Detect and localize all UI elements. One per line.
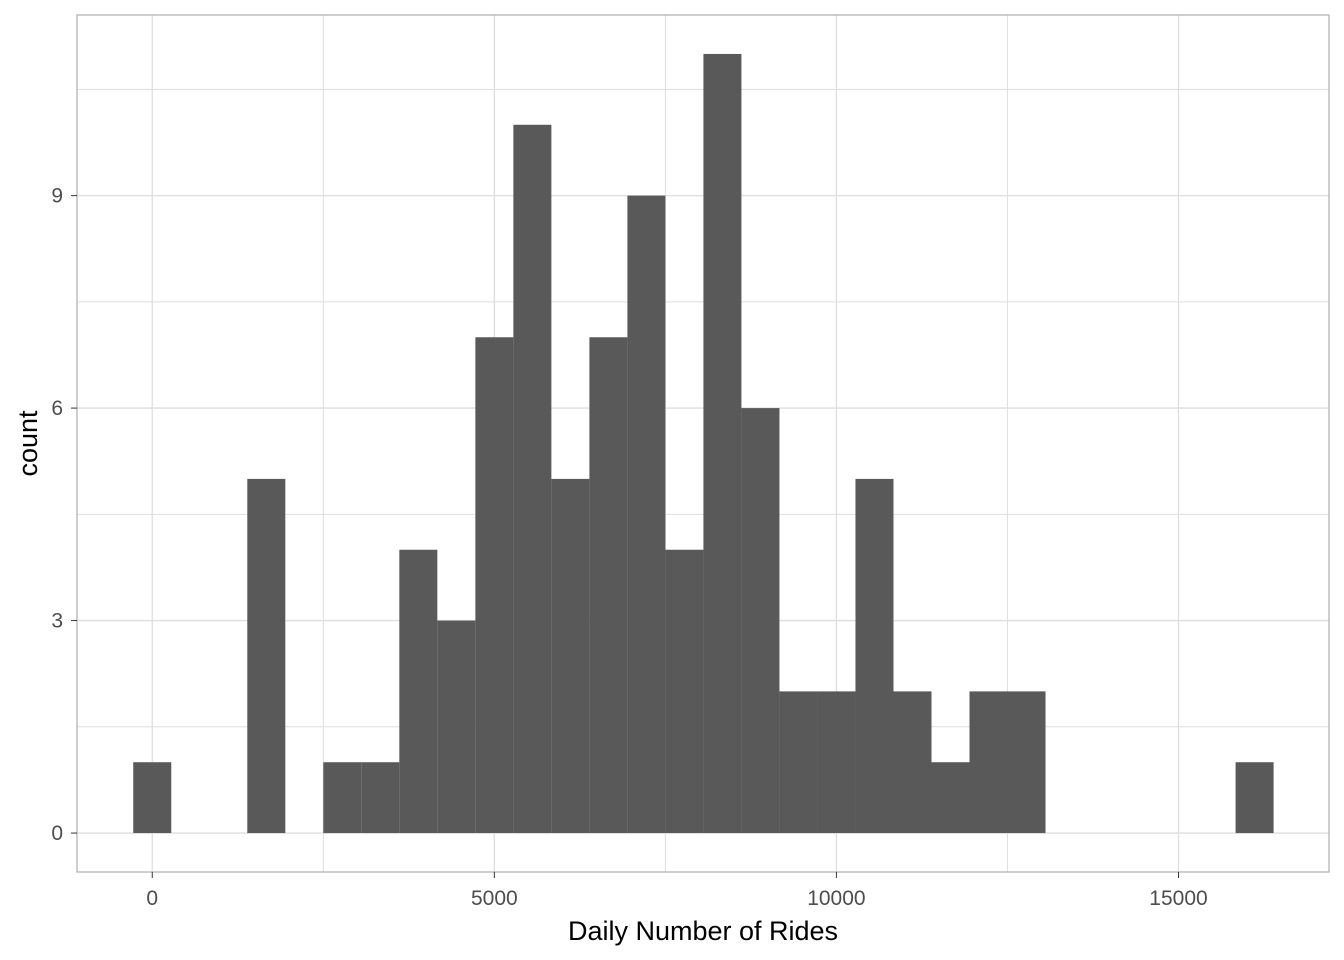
- histogram-bar: [627, 195, 666, 834]
- histogram-bar: [893, 691, 932, 834]
- histogram-bar: [437, 620, 476, 834]
- histogram-bar: [703, 53, 742, 834]
- histogram-bar: [247, 478, 286, 834]
- histogram-bar: [589, 337, 628, 834]
- x-tick-label: 5000: [471, 887, 518, 910]
- y-tick-label: 3: [51, 610, 63, 633]
- histogram-bar: [133, 762, 172, 834]
- y-tick-label: 6: [51, 397, 63, 420]
- histogram-bar: [551, 478, 590, 834]
- histogram-bar: [1007, 691, 1046, 834]
- y-tick-label: 0: [51, 822, 63, 845]
- histogram-bar: [399, 549, 438, 834]
- histogram-bar: [855, 478, 894, 834]
- histogram-bar: [361, 762, 400, 834]
- histogram-bar: [323, 762, 362, 834]
- histogram-bar: [475, 337, 514, 834]
- histogram-bar: [931, 762, 970, 834]
- x-tick-label: 10000: [807, 887, 865, 910]
- x-axis-ticks: 0 5000 10000 15000: [146, 872, 1208, 910]
- x-tick-label: 0: [146, 887, 158, 910]
- histogram-bar: [817, 691, 856, 834]
- histogram-bar: [741, 408, 780, 834]
- histogram-bar: [779, 691, 818, 834]
- x-axis-title: Daily Number of Rides: [568, 916, 838, 946]
- x-tick-label: 15000: [1149, 887, 1207, 910]
- panel-border: [76, 14, 1330, 873]
- histogram-bar: [513, 124, 552, 834]
- y-axis-title: count: [13, 410, 43, 477]
- histogram-bar: [969, 691, 1008, 834]
- y-axis-ticks: 0 3 6 9: [51, 185, 77, 845]
- histogram-bar: [1235, 762, 1274, 834]
- y-tick-label: 9: [51, 185, 63, 208]
- histogram-bar: [665, 549, 704, 834]
- histogram-bars: [133, 53, 1274, 834]
